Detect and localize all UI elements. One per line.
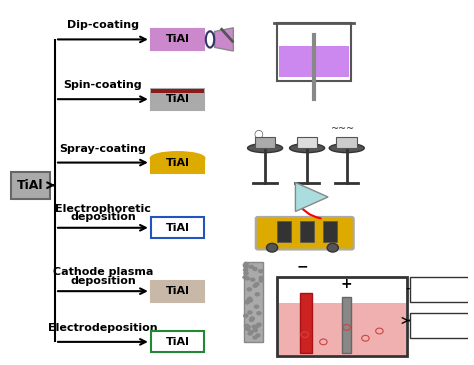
Bar xyxy=(255,137,275,148)
Text: TiAl: TiAl xyxy=(165,34,190,45)
Circle shape xyxy=(252,335,258,340)
Circle shape xyxy=(250,277,255,282)
Bar xyxy=(151,331,204,352)
Circle shape xyxy=(252,267,258,271)
Polygon shape xyxy=(295,182,328,211)
Bar xyxy=(11,172,50,199)
Text: TiAl: TiAl xyxy=(165,337,190,347)
Text: Pulse power: Pulse power xyxy=(417,281,463,291)
Circle shape xyxy=(249,318,255,322)
Circle shape xyxy=(244,262,249,266)
Circle shape xyxy=(247,298,253,302)
Text: ~: ~ xyxy=(346,124,354,134)
Text: system: system xyxy=(426,325,454,334)
Circle shape xyxy=(247,298,253,303)
Text: deposition: deposition xyxy=(70,212,136,222)
Ellipse shape xyxy=(329,143,364,153)
Text: Spray-coating: Spray-coating xyxy=(59,143,146,154)
Text: deposition: deposition xyxy=(70,276,136,286)
Circle shape xyxy=(253,328,258,333)
Bar xyxy=(300,293,312,353)
Circle shape xyxy=(245,327,250,331)
Text: ~: ~ xyxy=(331,124,339,134)
Text: ~: ~ xyxy=(338,124,346,134)
Bar xyxy=(151,29,204,50)
Circle shape xyxy=(256,311,262,315)
Bar xyxy=(151,281,204,301)
Circle shape xyxy=(255,323,261,328)
Polygon shape xyxy=(215,28,233,51)
Ellipse shape xyxy=(151,152,204,165)
Circle shape xyxy=(247,296,253,301)
Text: TiAl: TiAl xyxy=(165,286,190,296)
Circle shape xyxy=(246,299,251,303)
Circle shape xyxy=(252,284,258,288)
Bar xyxy=(151,217,204,238)
FancyBboxPatch shape xyxy=(410,277,470,302)
Text: supply: supply xyxy=(428,289,453,298)
Circle shape xyxy=(245,276,250,281)
Circle shape xyxy=(245,324,251,329)
Circle shape xyxy=(246,287,252,292)
Circle shape xyxy=(327,243,338,252)
Circle shape xyxy=(242,275,248,280)
Bar xyxy=(277,220,291,242)
Circle shape xyxy=(243,314,248,318)
Bar xyxy=(342,297,351,353)
Circle shape xyxy=(248,265,254,269)
Circle shape xyxy=(243,265,249,269)
Text: TiAl: TiAl xyxy=(165,94,190,104)
Bar xyxy=(323,220,337,242)
Ellipse shape xyxy=(290,143,325,153)
Circle shape xyxy=(255,292,260,296)
Circle shape xyxy=(258,276,264,280)
Circle shape xyxy=(243,268,248,272)
Circle shape xyxy=(258,269,264,273)
Circle shape xyxy=(244,300,250,304)
Circle shape xyxy=(248,330,254,334)
Text: +: + xyxy=(341,277,353,291)
Text: TiAl: TiAl xyxy=(165,223,190,233)
FancyBboxPatch shape xyxy=(256,217,354,250)
Text: Cooling water: Cooling water xyxy=(413,318,466,326)
Circle shape xyxy=(254,304,259,309)
Circle shape xyxy=(247,310,253,315)
Circle shape xyxy=(249,316,255,320)
Circle shape xyxy=(255,333,261,338)
Circle shape xyxy=(243,271,249,276)
Circle shape xyxy=(244,324,249,328)
Text: Electrophoretic: Electrophoretic xyxy=(55,204,151,214)
Circle shape xyxy=(258,278,264,283)
Bar xyxy=(244,262,263,342)
Bar xyxy=(151,89,204,93)
Circle shape xyxy=(256,322,262,327)
Text: Dip-coating: Dip-coating xyxy=(67,20,139,30)
Text: −: − xyxy=(297,259,308,273)
Bar xyxy=(151,89,204,110)
Text: Cathode plasma: Cathode plasma xyxy=(53,268,153,277)
FancyBboxPatch shape xyxy=(410,313,470,338)
Bar xyxy=(151,158,204,173)
Text: ○: ○ xyxy=(253,128,263,139)
Circle shape xyxy=(254,282,260,286)
Text: TiAl: TiAl xyxy=(165,158,190,168)
Bar xyxy=(297,137,318,148)
Circle shape xyxy=(247,331,253,336)
Circle shape xyxy=(253,326,258,330)
Bar xyxy=(279,46,349,77)
Bar xyxy=(278,303,406,355)
Circle shape xyxy=(266,243,278,252)
Circle shape xyxy=(251,324,257,329)
Ellipse shape xyxy=(247,143,283,153)
Text: Electrodeposition: Electrodeposition xyxy=(48,323,158,333)
Text: TiAl: TiAl xyxy=(18,179,44,192)
Bar xyxy=(337,137,357,148)
Bar xyxy=(300,220,314,242)
Circle shape xyxy=(243,263,248,268)
Text: Spin-coating: Spin-coating xyxy=(64,80,142,90)
